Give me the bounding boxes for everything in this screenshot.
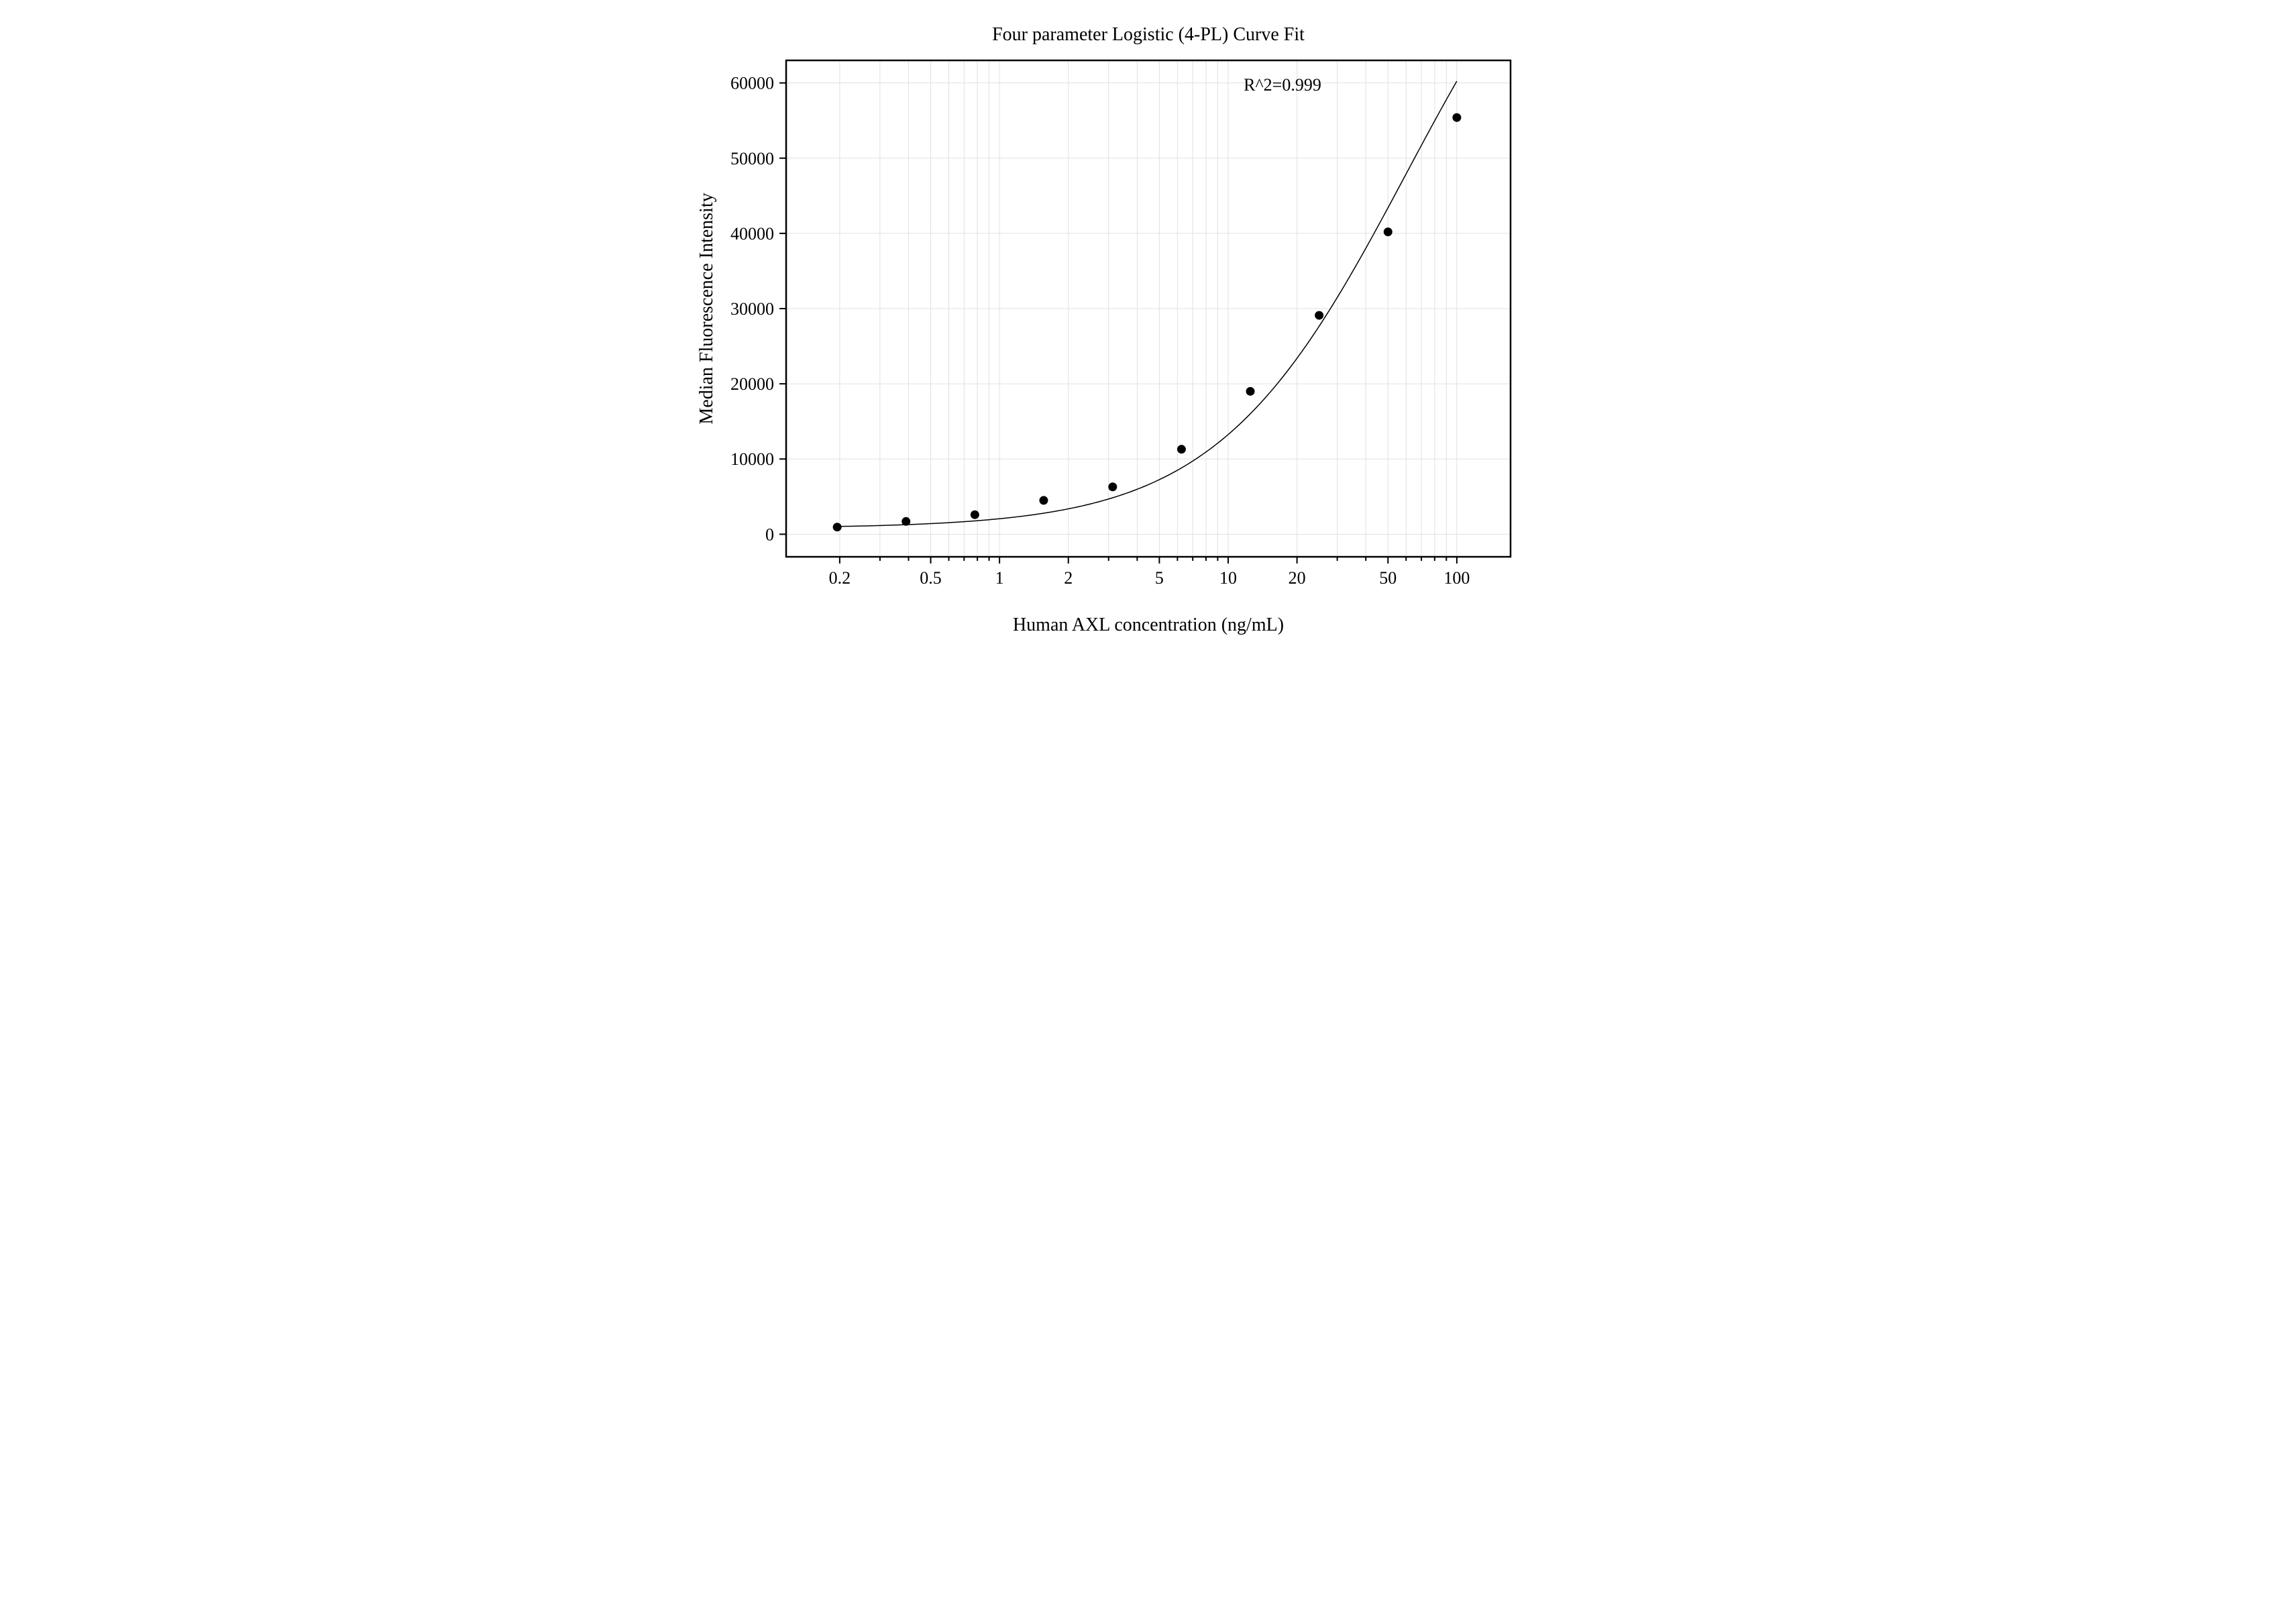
data-point (901, 517, 910, 526)
data-point (832, 523, 841, 531)
y-tick-label: 50000 (730, 149, 774, 168)
x-axis-label: Human AXL concentration (ng/mL) (1012, 614, 1283, 635)
x-tick-label: 2 (1064, 568, 1073, 588)
y-tick-label: 30000 (730, 299, 774, 319)
chart-svg: 0.2 0.5 1 2 5 10 20 50 100 0 10000 20000 30000 40000 5… (679, 13, 1618, 684)
data-point (1315, 311, 1323, 320)
y-tick-label: 0 (765, 525, 774, 544)
data-point (1177, 445, 1185, 453)
chart-container: 0.2 0.5 1 2 5 10 20 50 100 0 10000 20000 30000 40000 5… (639, 0, 1658, 698)
x-tick-label: 5 (1154, 568, 1163, 588)
y-axis-label: Median Fluorescence Intensity (696, 193, 717, 424)
data-point (1452, 113, 1461, 122)
data-point (970, 511, 979, 519)
data-point (1039, 496, 1048, 504)
y-tick-label: 10000 (730, 449, 774, 469)
x-tick-label: 10 (1219, 568, 1237, 588)
y-tick-label: 20000 (730, 374, 774, 394)
r-squared-annotation: R^2=0.999 (1244, 75, 1321, 95)
x-tick-label: 1 (995, 568, 1003, 588)
x-tick-label: 0.2 (828, 568, 851, 588)
data-point (1383, 227, 1392, 236)
data-point (1246, 387, 1254, 396)
x-tick-label: 50 (1379, 568, 1397, 588)
x-tick-label: 0.5 (920, 568, 942, 588)
y-tick-label: 60000 (730, 74, 774, 93)
y-tick-label: 40000 (730, 224, 774, 244)
x-tick-label: 20 (1288, 568, 1305, 588)
data-point (1108, 482, 1117, 491)
chart-title: Four parameter Logistic (4-PL) Curve Fit (992, 24, 1305, 45)
x-tick-label: 100 (1443, 568, 1470, 588)
